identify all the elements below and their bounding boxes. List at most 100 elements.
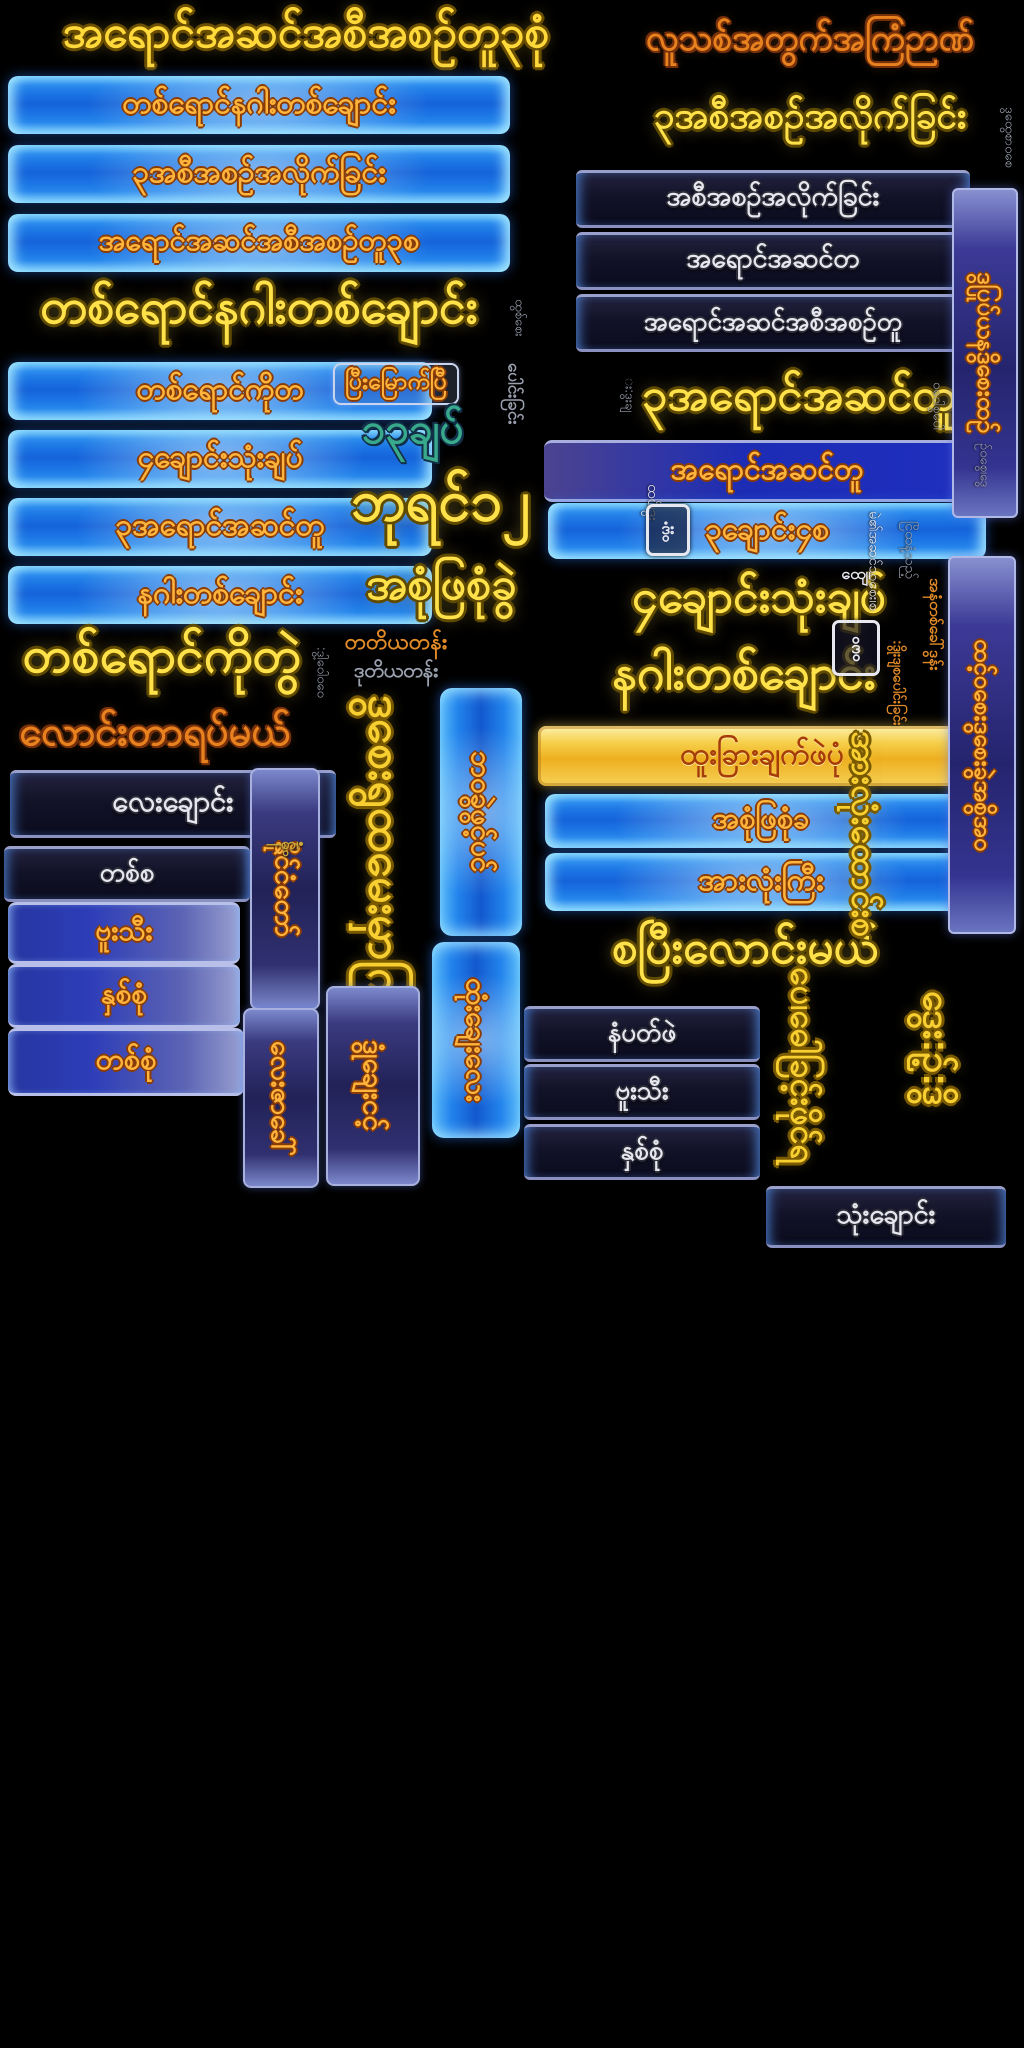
button-label: ထူးခြားချက်ဖဲပုံ xyxy=(680,737,844,771)
heading-one-color-dragon: တစ်ရောင်နဂါးတစ်ချောင်း xyxy=(40,281,478,334)
tiny-label-b: ပေါင်းခြင်း xyxy=(504,363,524,425)
button-label: တစ်စုံ xyxy=(95,1043,157,1076)
button-one-pair-left[interactable]: တစ်စုံ xyxy=(8,1028,244,1096)
button-two-pair-left[interactable]: နှစ်စုံ xyxy=(8,964,240,1028)
heading-full-set-split: အစုံဖြစုံခွဲ xyxy=(366,558,517,609)
button-label: နဂါးတစ်ချောင်း xyxy=(137,576,303,610)
tiny-label-k: :ဒွါ့ဝေါဝဝေ xyxy=(314,646,330,698)
tiny-label-l: —စွာ၊• xyxy=(266,836,304,853)
label-thirteen-cards: ၁၃ချပ် xyxy=(361,405,464,452)
heading-dragon-one-stick: နဂါးတစ်ချောင်း xyxy=(612,647,876,700)
vertical-button-pill-top[interactable]: ဘဝခွဲဖွင့်ပင် xyxy=(440,688,522,936)
vertical-gold-banner-1: အားလုံးထောင်းစ xyxy=(844,730,883,938)
heading-start-betting: စပြီးလောင်းမယ် xyxy=(611,920,879,973)
button-color-ta[interactable]: အရောင်အဆင်တ xyxy=(576,232,970,290)
button-label: လေးချောင်း xyxy=(112,785,234,818)
badge-completed: ပြီးမြောက်ပြီ xyxy=(333,363,459,405)
heading-three-color-match: ၃အရောင်အဆင်တူ xyxy=(642,369,956,420)
vertical-gold-banner-left: ဒွစေးရွထမေးမှာကြ xyxy=(359,694,412,1014)
button-order3[interactable]: ၃အစီအစဉ်အလိုက်ခြင်း xyxy=(8,145,510,203)
button-booth-right[interactable]: ဗူးသီး xyxy=(524,1064,760,1120)
button-label: အရောင်အဆင်တူ xyxy=(670,452,864,486)
tiny-label-e: ဝဝေါစွဝေါ xyxy=(930,382,946,430)
tiny-label-d: း:ဒွးချ xyxy=(622,377,638,413)
button-label: အစီအစဉ်အလိုက်ခြင်း xyxy=(666,181,880,211)
button-label: ဒွပြုပ်ယနဒွိစေးထဥ် xyxy=(972,272,999,434)
button-label: နိုင်ငံတော် xyxy=(270,841,300,937)
button-label: နံပတ်ဖဲ xyxy=(607,1016,677,1047)
button-label: ဘဝခွဲဖွင့်ပင် xyxy=(466,751,497,873)
heading-king-12: ဘုရင်၁၂ xyxy=(350,469,531,533)
button-label: အရောင်အဆင်အစီအစဉ်တူ၃စ xyxy=(98,224,420,257)
button-label: အစုံဖြစုံခ xyxy=(712,802,810,835)
button-number-card[interactable]: နံပတ်ဖဲ xyxy=(524,1006,760,1062)
button-label: အရောင်အဆင်အစီအစဉ်တူ xyxy=(643,305,903,336)
button-two-pair-right[interactable]: နှစ်စုံ xyxy=(524,1124,760,1180)
button-label: တစ်စ xyxy=(99,856,155,887)
heading-four-sticks: ၄ချောင်းသုံးချပ် xyxy=(632,569,886,622)
label-second-rank: ဒုတိယတန်း xyxy=(353,660,439,682)
box-icon-glyph: ဒွိ xyxy=(851,636,861,657)
button-color-order-match[interactable]: အရောင်အဆင်အစီအစဉ်တူ xyxy=(576,294,970,352)
vertical-button-pill-bottom[interactable]: ထုံးချေးလေး xyxy=(432,942,520,1138)
button-label: နှစ်စုံ xyxy=(101,978,147,1009)
card-box-icon-2[interactable]: ဒွိ xyxy=(832,620,880,676)
vertical-nav-bar-bottom[interactable]: ထင့်ဝစေးဒွစေးခွဲအစွိအဝ xyxy=(948,556,1016,934)
button-dragon-one-stick[interactable]: နဂါးတစ်ချောင်း xyxy=(8,566,432,624)
button-order-following[interactable]: အစီအစဉ်အလိုက်ခြင်း xyxy=(576,170,970,228)
button-all-big[interactable]: အားလုံးကြီး xyxy=(545,853,977,911)
button-three-color-match[interactable]: ၃အရောင်အဆင်တူ xyxy=(8,498,432,556)
tiny-label-h: ငြိထနံ့သည့် xyxy=(902,521,919,579)
tiny-label-g: မဲ၏အဆင်၁ဝစေး၊စ xyxy=(866,511,883,611)
button-special-card-pattern[interactable]: ထူးခြားချက်ဖဲပုံ xyxy=(538,726,986,786)
button-label: ထင့်ဝစေးဒွစေးခွဲအစွိအဝ xyxy=(969,638,996,852)
vertical-button-bar-b[interactable]: လေးဇာခေါ် xyxy=(243,1008,319,1188)
button-label: ၄ချောင်းသုံးချပ် xyxy=(137,440,303,474)
button-label: ထုံးချေးလေး xyxy=(461,977,492,1103)
button-one-color-dragon[interactable]: တစ်ရောင်နဂါးတစ်ချောင်း xyxy=(8,76,510,134)
button-booth-left[interactable]: ဗူးသီး xyxy=(8,902,240,964)
button-three-sticks-bottom[interactable]: သုံးချောင်း xyxy=(766,1186,1006,1248)
button-full-set-cha[interactable]: အစုံဖြစုံခ xyxy=(545,794,977,848)
button-color-match[interactable]: အရောင်အဆင်တူ xyxy=(544,440,990,502)
button-label: တစ်ရောင်ကိုတ xyxy=(136,372,304,406)
button-label: ဗူးသီး xyxy=(95,915,153,946)
button-label: ဗူးသီး xyxy=(615,1074,669,1105)
button-label: နှစ်စုံ xyxy=(620,1134,664,1165)
heading-one-color-pair: တစ်ရောင်ကိုတွဲ xyxy=(22,626,302,683)
button-label: သုံးချောင်း xyxy=(836,1199,936,1229)
heading-stop-betting: လောင်းတာရပ်မယ် xyxy=(19,709,291,754)
heading-order3: ၃အစီအစဉ်အလိုက်ခြင်း xyxy=(653,95,967,136)
vertical-button-bar-c[interactable]: ဒွုံချေးငင့် xyxy=(326,986,420,1186)
vertical-button-bar-a[interactable]: နိုင်ငံတော် xyxy=(250,768,320,1010)
vertical-gold-banner-2: ပေ၊ဓေါခြင့်းဖိုင်ရ xyxy=(783,966,822,1164)
tiny-label-f: ဥ်ဝစွေ၊ဒွေ xyxy=(977,442,993,488)
label-third-rank: တတိယတန်း xyxy=(344,628,448,654)
button-label: ၃အစီအစဉ်အလိုက်ခြင်း xyxy=(132,155,386,189)
heading-color-combo-3set: အရောင်အဆင်အစီအစဉ်တူ၃စုံ xyxy=(62,8,550,57)
button-label: ဒွုံချေးငင့် xyxy=(358,1040,389,1132)
button-one-sa[interactable]: တစ်စ xyxy=(4,846,250,902)
vertical-nav-bar-top[interactable]: ဒွပြုပ်ယနဒွိစေးထဥ် xyxy=(952,188,1018,518)
button-four-sticks[interactable]: ၄ချောင်းသုံးချပ် xyxy=(8,430,432,488)
button-label: အားလုံးကြီး xyxy=(698,863,824,897)
button-label: လေးဇာခေါ် xyxy=(266,1040,296,1156)
box-icon-glyph: ဒွံး xyxy=(661,518,675,538)
tiny-label-a: ထွစ်စေး xyxy=(512,299,528,337)
heading-newbie-tips: လူသစ်အတွက်အကြံဉာဏ် xyxy=(645,19,975,58)
button-three-sticks-4sa[interactable]: ၃ချောင်း၄စ xyxy=(548,503,986,559)
button-label: တစ်ရောင်နဂါးတစ်ချောင်း xyxy=(122,86,396,120)
badge-label: ပြီးမြောက်ပြီ xyxy=(345,368,447,394)
button-label: အရောင်အဆင်တ xyxy=(686,243,860,273)
card-box-icon-1[interactable]: ဒွံး xyxy=(646,504,690,556)
tiny-label-c: ဒွထွေစာဝစေ xyxy=(1002,106,1018,168)
button-label: ၃ချောင်း၄စ xyxy=(705,512,829,546)
button-label: ၃အရောင်အဆင်တူ xyxy=(115,508,325,542)
vertical-gold-banner-3: ဒွေး:ဥ့်:ဒွိ xyxy=(915,990,957,1106)
tiny-label-n: ထျေ၊ xyxy=(841,566,871,583)
button-combo-3sa[interactable]: အရောင်အဆင်အစီအစဉ်တူ၃စ xyxy=(8,214,510,272)
tiny-label-j: :ဒွိုးဒျစပေါင်းခြင်း xyxy=(890,640,907,726)
button-one-color-ko[interactable]: တစ်ရောင်ကိုတ xyxy=(8,362,432,420)
tiny-label-i: အနံတစ်ခေါ်ဒွန်း xyxy=(926,577,943,671)
